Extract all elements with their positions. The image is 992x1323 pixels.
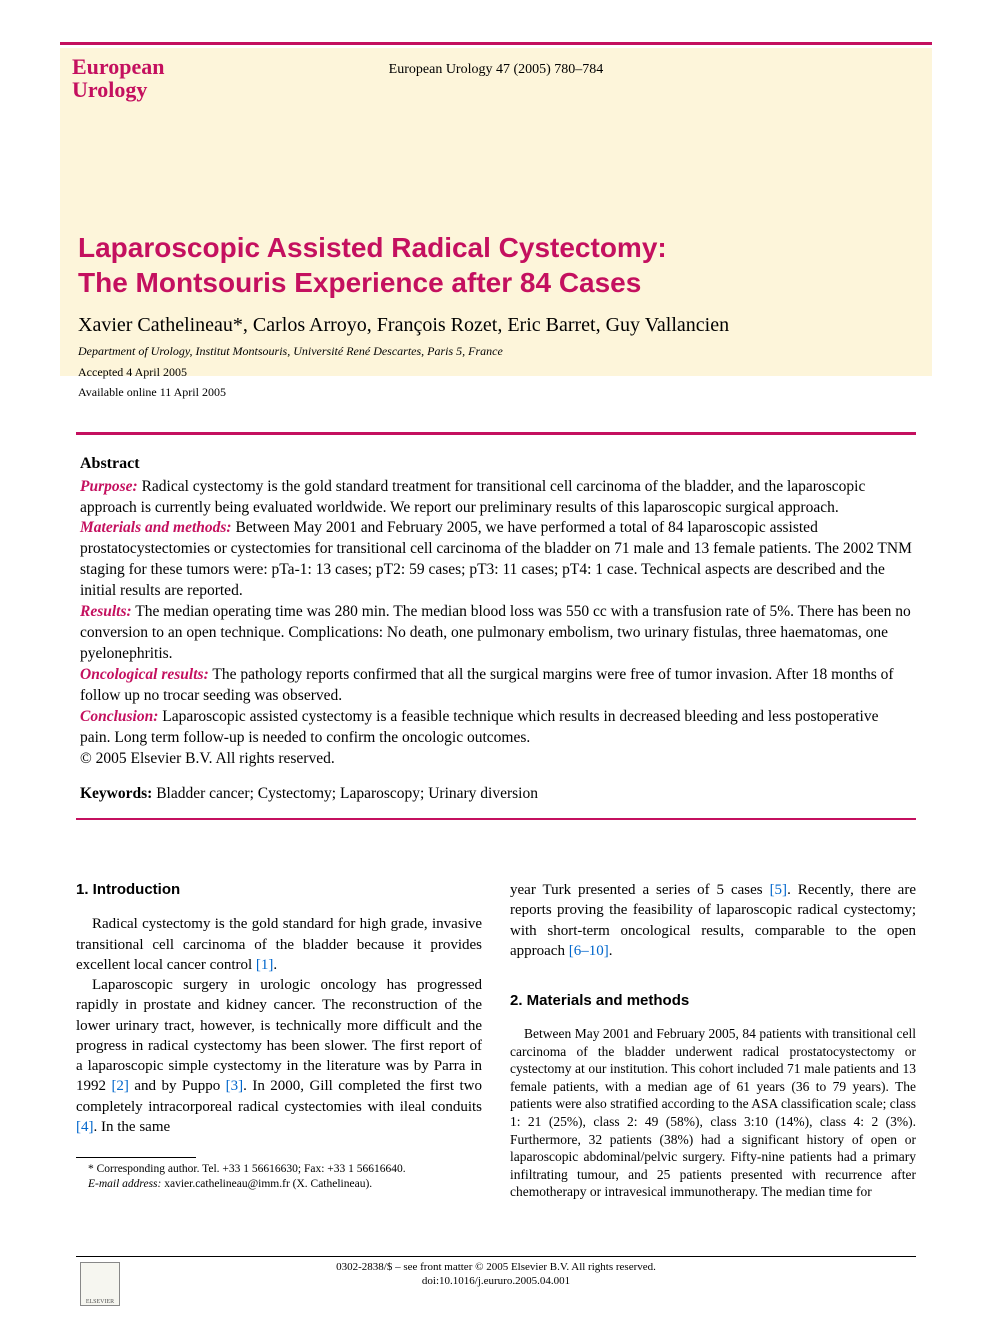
reference-link-3[interactable]: [3] (226, 1078, 244, 1094)
purpose-label: Purpose: (80, 478, 138, 495)
intro-p2b: and by Puppo (129, 1078, 226, 1094)
body-columns: 1. Introduction Radical cystectomy is th… (76, 880, 916, 1201)
keywords-text: Bladder cancer; Cystectomy; Laparoscopy;… (152, 785, 538, 802)
footer-line1: 0302-2838/$ – see front matter © 2005 El… (336, 1261, 656, 1273)
intro-p1a: Radical cystectomy is the gold standard … (76, 916, 482, 973)
reference-link-4[interactable]: [4] (76, 1119, 94, 1135)
abstract-oncological: Oncological results: The pathology repor… (80, 665, 912, 707)
accepted-date: Accepted 4 April 2005 (78, 365, 187, 380)
intro-p1b: . (273, 957, 277, 973)
abstract-methods: Materials and methods: Between May 2001 … (80, 518, 912, 602)
affiliation: Department of Urology, Institut Montsour… (78, 344, 503, 359)
section-heading-methods: 2. Materials and methods (510, 991, 916, 1011)
journal-citation: European Urology 47 (2005) 780–784 (0, 62, 992, 78)
reference-link-2[interactable]: [2] (111, 1078, 129, 1094)
header-accent-bar (60, 42, 932, 45)
methods-paragraph: Between May 2001 and February 2005, 84 p… (510, 1025, 916, 1200)
footnote-line2: E-mail address: xavier.cathelineau@imm.f… (76, 1177, 482, 1192)
keywords-label: Keywords: (80, 785, 152, 802)
journal-logo-line2: Urology (72, 77, 147, 102)
title-line2: The Montsouris Experience after 84 Cases (78, 267, 641, 298)
intro-paragraph-1: Radical cystectomy is the gold standard … (76, 914, 482, 975)
reference-link-6-10[interactable]: [6–10] (569, 943, 609, 959)
abstract-results: Results: The median operating time was 2… (80, 602, 912, 665)
online-date: Available online 11 April 2005 (78, 385, 226, 400)
results-label: Results: (80, 603, 132, 620)
reference-link-1[interactable]: [1] (256, 957, 274, 973)
concl-label: Conclusion: (80, 708, 158, 725)
column-left: 1. Introduction Radical cystectomy is th… (76, 880, 482, 1201)
abstract-copyright: © 2005 Elsevier B.V. All rights reserved… (80, 749, 912, 770)
author-list: Xavier Cathelineau*, Carlos Arroyo, Fran… (78, 314, 729, 337)
onco-label: Oncological results: (80, 666, 209, 683)
col2-p1a: year Turk presented a series of 5 cases (510, 882, 770, 898)
col2-p1c: . (609, 943, 613, 959)
article-title: Laparoscopic Assisted Radical Cystectomy… (78, 230, 914, 300)
section-heading-intro: 1. Introduction (76, 880, 482, 900)
footnote-email: xavier.cathelineau@imm.fr (X. Cathelinea… (161, 1178, 372, 1190)
methods-label: Materials and methods: (80, 519, 232, 536)
abstract-box: Abstract Purpose: Radical cystectomy is … (76, 432, 916, 820)
results-text: The median operating time was 280 min. T… (80, 603, 911, 662)
abstract-conclusion: Conclusion: Laparoscopic assisted cystec… (80, 707, 912, 749)
reference-link-5[interactable]: [5] (770, 882, 788, 898)
intro-paragraph-2: Laparoscopic surgery in urologic oncolog… (76, 975, 482, 1137)
concl-text: Laparoscopic assisted cystectomy is a fe… (80, 708, 878, 746)
intro-p2d: . In the same (94, 1119, 171, 1135)
title-line1: Laparoscopic Assisted Radical Cystectomy… (78, 232, 667, 263)
keywords-row: Keywords: Bladder cancer; Cystectomy; La… (80, 784, 912, 805)
corresponding-author-footnote: * Corresponding author. Tel. +33 1 56616… (76, 1162, 482, 1192)
footer-text: 0302-2838/$ – see front matter © 2005 El… (0, 1260, 992, 1289)
column-right: year Turk presented a series of 5 cases … (510, 880, 916, 1201)
abstract-purpose: Purpose: Radical cystectomy is the gold … (80, 477, 912, 519)
footer-line2: doi:10.1016/j.eururo.2005.04.001 (422, 1275, 570, 1287)
purpose-text: Radical cystectomy is the gold standard … (80, 478, 865, 516)
footer-rule (76, 1256, 916, 1257)
footnote-email-label: E-mail address: (88, 1178, 161, 1190)
abstract-heading: Abstract (80, 453, 912, 475)
intro-p2a: Laparoscopic surgery in urologic oncolog… (76, 977, 482, 1094)
intro-continued: year Turk presented a series of 5 cases … (510, 880, 916, 961)
footnote-line1: * Corresponding author. Tel. +33 1 56616… (76, 1162, 482, 1177)
footnote-rule (76, 1157, 196, 1158)
